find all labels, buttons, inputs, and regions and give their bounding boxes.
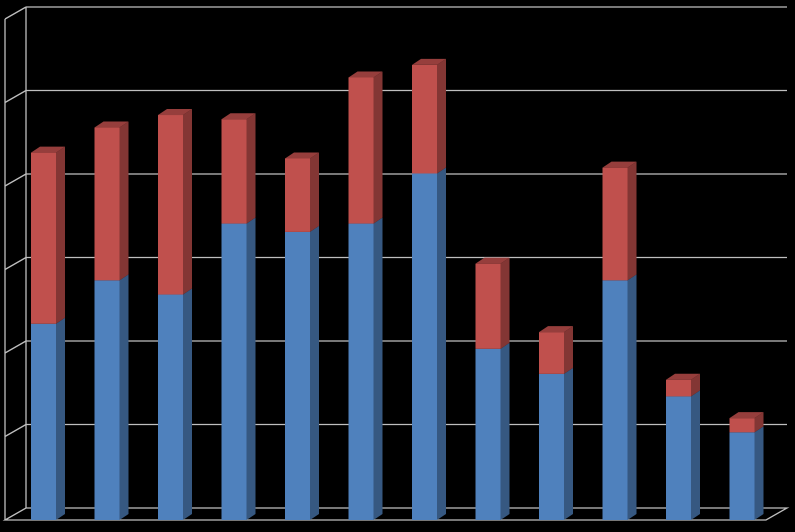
bar-side [56, 146, 65, 324]
bar [158, 294, 183, 520]
bar-top [539, 326, 573, 333]
bar [221, 119, 247, 224]
gridline-side [4, 6, 27, 20]
gridline-side [4, 256, 27, 271]
bar [602, 280, 628, 520]
bar [31, 152, 56, 324]
bar-side [119, 121, 129, 281]
bar [285, 231, 310, 521]
bar [602, 167, 628, 281]
bar [412, 64, 437, 174]
bar-side [246, 217, 256, 520]
bar-side [754, 426, 764, 520]
bar-side [56, 317, 65, 520]
bar-side [627, 161, 637, 281]
bar-side [691, 390, 700, 520]
bar-top [475, 257, 510, 264]
bar-top [666, 373, 700, 380]
bar-side [437, 167, 446, 520]
bar-side [246, 113, 256, 224]
gridline-side [4, 89, 27, 104]
bar-side [564, 367, 573, 520]
bar-side [754, 412, 764, 433]
bar-side [627, 274, 637, 520]
bar-top [158, 109, 192, 116]
bar-top [602, 161, 637, 168]
bar [475, 348, 501, 520]
bar-side [373, 217, 383, 520]
bar [221, 223, 247, 520]
bar-side [437, 58, 446, 174]
bar-top [729, 412, 764, 419]
bar [412, 173, 437, 520]
bar [729, 432, 755, 520]
bar [31, 323, 56, 520]
bar [729, 418, 755, 433]
bar [94, 280, 120, 520]
bar-side [500, 257, 510, 349]
bar-top [94, 121, 129, 128]
bar-side [183, 109, 192, 295]
bar [94, 127, 120, 281]
bar [475, 263, 501, 349]
bar-side [119, 274, 129, 520]
bar-top [221, 113, 256, 120]
gridline-side [4, 340, 27, 354]
bar-side [183, 288, 192, 520]
bar [539, 332, 564, 374]
bar-side [564, 326, 573, 374]
bar [285, 158, 310, 232]
bar [666, 396, 691, 520]
chart-floor [2, 507, 790, 521]
bar-side [310, 225, 319, 521]
bar [666, 379, 691, 397]
bar-top [348, 71, 383, 78]
bar-side [373, 71, 383, 224]
bar-top [285, 152, 319, 159]
gridline-side [4, 173, 27, 187]
bar-top [412, 58, 446, 65]
bar-side [691, 373, 700, 397]
bar [348, 223, 374, 520]
bar [348, 77, 374, 224]
bar-top [31, 146, 65, 153]
gridline-side [4, 423, 27, 438]
bar [539, 373, 564, 520]
bar-side [310, 152, 319, 232]
bar [158, 115, 183, 295]
bar-side [500, 342, 510, 520]
